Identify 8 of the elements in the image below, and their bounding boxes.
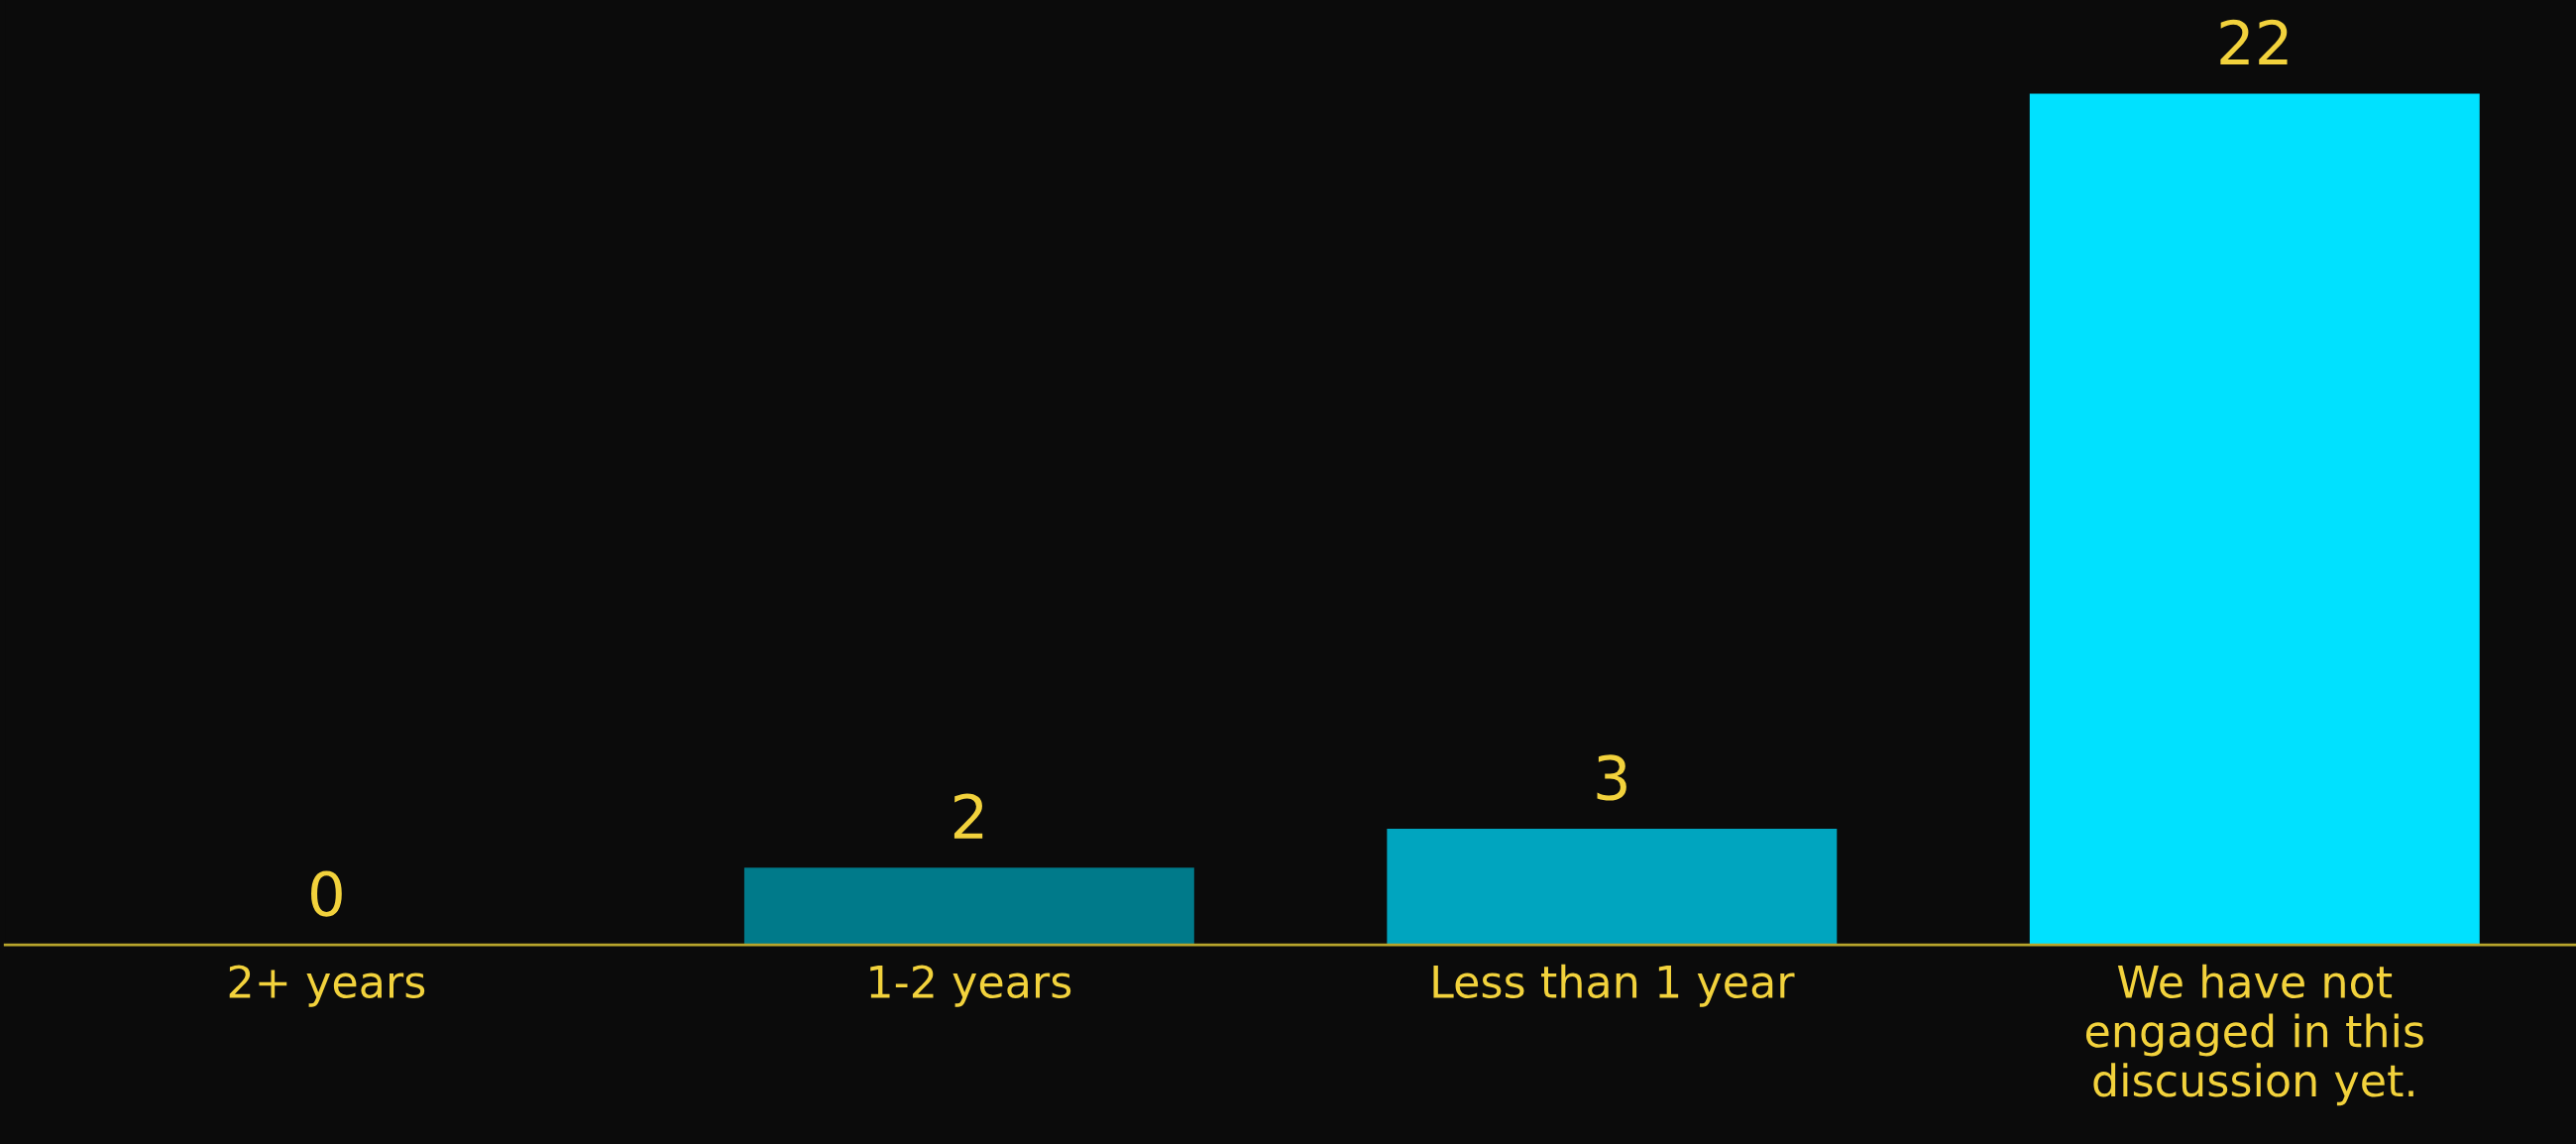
- x-tick-label: We have not engaged in this discussion yet.: [2085, 964, 2423, 1106]
- data-label: 0: [311, 870, 342, 917]
- data-label: 3: [1597, 754, 1626, 801]
- data-label: 2: [953, 793, 983, 839]
- data-label: 22: [2220, 19, 2288, 65]
- x-tick-label: 1-2 years: [870, 965, 1071, 1007]
- x-tick-label: 2+ years: [229, 965, 425, 1007]
- x-tick-label: Less than 1 year: [1433, 964, 1795, 1007]
